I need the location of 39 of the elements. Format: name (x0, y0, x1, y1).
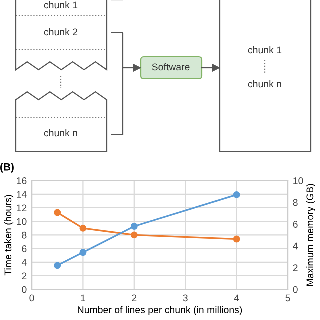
point (80, 224, 87, 232)
y-tick-label: 2 (22, 272, 27, 280)
y2-tick-label: 0 (293, 286, 298, 294)
point (233, 236, 240, 243)
y2-tick-label: 6 (293, 221, 298, 228)
y-tick-label: 4 (22, 259, 27, 266)
y2-tick-label: 2 (293, 264, 298, 272)
text: chunk 2 (44, 28, 78, 36)
y-tick-label: 6 (22, 246, 27, 252)
text: chunk 1 (44, 1, 78, 9)
y-tick-label: 0 (22, 286, 27, 294)
point (130, 232, 138, 239)
point (80, 249, 87, 256)
x-tick-label: 5 (286, 294, 290, 302)
x-tick-label: 2 (132, 294, 137, 302)
text: (B) (0, 163, 14, 173)
y2-tick-label: 8 (293, 199, 298, 206)
x-tick-label: 0 (30, 294, 34, 302)
y-tick-label: 12 (17, 204, 27, 212)
point (233, 191, 240, 198)
point (130, 223, 138, 230)
x-tick-label: 1 (81, 294, 86, 302)
text: chunk n (248, 80, 282, 88)
y2-tick-label: 4 (293, 242, 298, 250)
y-tick-label: 10 (17, 218, 27, 226)
text: chunk n (44, 129, 78, 137)
y2-tick-label: 10 (294, 178, 304, 184)
point (54, 262, 62, 270)
text: Software (152, 63, 190, 71)
y-axis-title: Time taken (hours) (4, 195, 14, 276)
text: chunk 1 (248, 46, 282, 54)
point (54, 209, 62, 216)
x-tick-label: 3 (183, 294, 188, 302)
x-axis-title: Number of lines per chunk (in millions) (78, 306, 242, 316)
x-tick-label: 4 (234, 294, 240, 302)
y2-axis-title: Maximum memory (GB) (306, 184, 316, 286)
y-tick-label: 16 (17, 178, 27, 184)
y-tick-label: 8 (22, 232, 27, 239)
y-tick-label: 14 (17, 191, 27, 198)
